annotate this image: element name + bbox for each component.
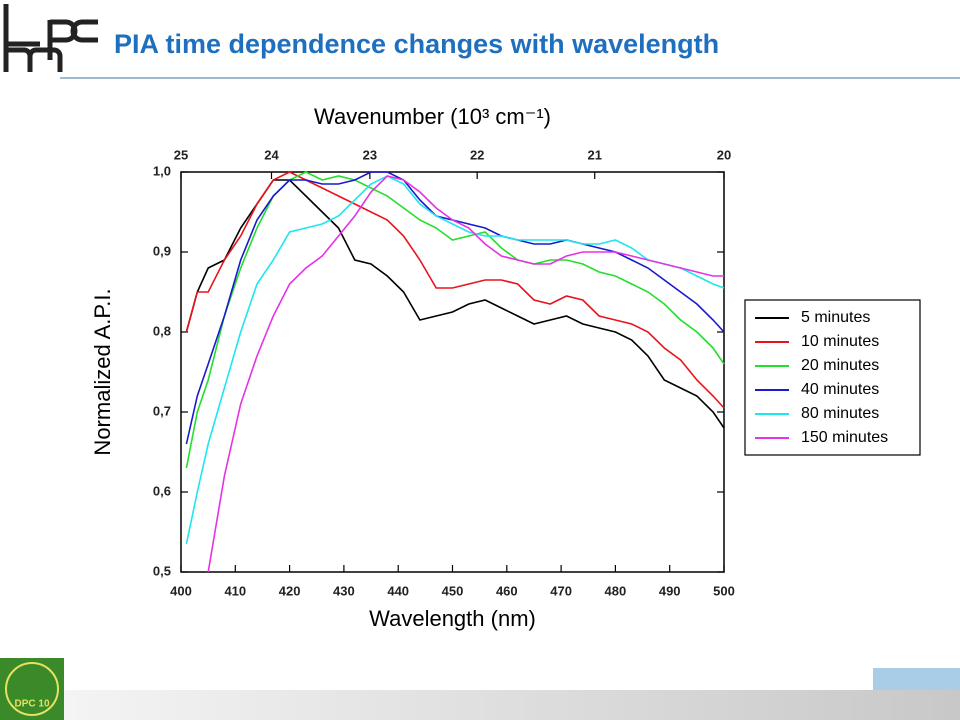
x2-tick-label: 24	[264, 147, 279, 162]
y-tick-label: 0,8	[153, 323, 171, 338]
footer-bar	[64, 690, 960, 720]
y-tick-label: 0,6	[153, 483, 171, 498]
x2-tick-label: 25	[174, 147, 188, 162]
y-tick-label: 1,0	[153, 163, 171, 178]
y-axis-label: Normalized A.P.I.	[90, 288, 115, 455]
slide-title: PIA time dependence changes with wavelen…	[114, 29, 719, 59]
series-line	[185, 175, 725, 545]
series-line	[207, 175, 724, 573]
legend-label: 150 minutes	[801, 429, 888, 446]
legend-label: 20 minutes	[801, 357, 879, 374]
legend-label: 80 minutes	[801, 405, 879, 422]
x-tick-label: 460	[496, 583, 518, 598]
x-axis-label: Wavelength (nm)	[369, 606, 536, 631]
series-line	[185, 171, 725, 469]
x-tick-label: 440	[387, 583, 409, 598]
x2-tick-label: 23	[363, 147, 377, 162]
x2-tick-label: 20	[717, 147, 731, 162]
legend-label: 40 minutes	[801, 381, 879, 398]
x-tick-label: 500	[713, 583, 735, 598]
legend-label: 5 minutes	[801, 309, 870, 326]
footer-logo-text: DPC 10	[14, 699, 49, 710]
series-line	[185, 179, 725, 429]
series-line	[185, 171, 725, 409]
chart: 400 410 420 430 440 450 460 470 480 490 500 0,5 0,6 0…	[90, 104, 921, 631]
x-tick-label: 480	[605, 583, 627, 598]
footer-accent	[873, 668, 960, 690]
x-tick-label: 490	[659, 583, 681, 598]
x-tick-label: 410	[224, 583, 246, 598]
x-tick-label: 400	[170, 583, 192, 598]
x-tick-label: 470	[550, 583, 572, 598]
x-tick-label: 450	[442, 583, 464, 598]
legend-box	[744, 299, 921, 456]
y-tick-label: 0,7	[153, 403, 171, 418]
plot-frame	[180, 171, 725, 573]
x2-axis-label: Wavenumber (10³ cm⁻¹)	[314, 104, 551, 129]
x-tick-label: 430	[333, 583, 355, 598]
series-line	[185, 171, 725, 445]
footer-logo: DPC 10	[0, 658, 64, 720]
x-tick-label: 420	[279, 583, 301, 598]
header-logo	[3, 4, 98, 72]
legend-label: 10 minutes	[801, 333, 879, 350]
y-tick-label: 0,9	[153, 243, 171, 258]
y-tick-label: 0,5	[153, 563, 171, 578]
x2-tick-label: 21	[587, 147, 601, 162]
x2-tick-label: 22	[470, 147, 484, 162]
